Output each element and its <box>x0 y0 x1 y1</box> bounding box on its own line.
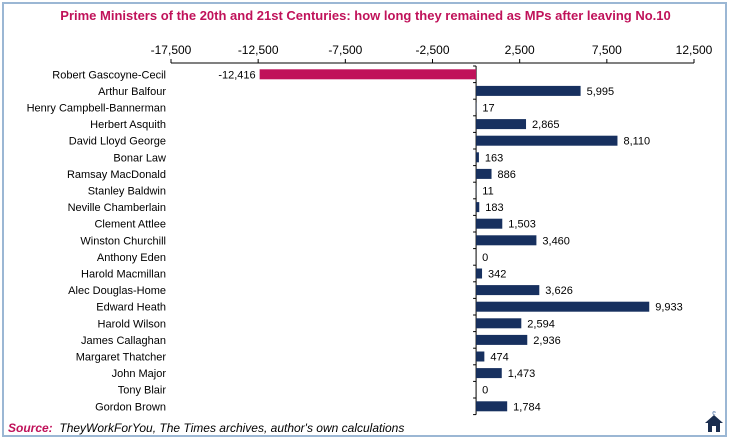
category-label: David Lloyd George <box>69 136 166 148</box>
category-labels: Robert Gascoyne-Cecil Arthur Balfour Henry… <box>27 69 167 413</box>
bar <box>259 69 477 80</box>
bar <box>476 235 537 246</box>
category-label: Tony Blair <box>118 385 167 397</box>
value-label: 5,995 <box>587 86 615 98</box>
logo-letter: e <box>712 410 716 417</box>
value-label: 0 <box>482 385 488 397</box>
bar <box>476 351 485 362</box>
category-label: Henry Campbell-Bannerman <box>27 103 166 115</box>
category-label: Gordon Brown <box>95 401 166 413</box>
category-label: Margaret Thatcher <box>76 352 167 364</box>
bar <box>476 168 492 179</box>
bar <box>476 152 479 163</box>
bar <box>476 119 527 130</box>
value-label: 1,784 <box>513 401 541 413</box>
bar <box>476 218 503 229</box>
category-label: Anthony Eden <box>97 252 166 264</box>
x-tick-label: -17,500 <box>151 43 192 57</box>
chart-title: Prime Ministers of the 20th and 21st Cen… <box>60 8 671 23</box>
value-labels: -12,416 5,995 17 2,865 8,110 163 886 11 183 1,503… <box>218 69 682 413</box>
value-label: 1,473 <box>508 368 536 380</box>
value-label: 2,936 <box>533 335 561 347</box>
bar <box>476 135 618 146</box>
category-label: Ramsay MacDonald <box>67 169 166 181</box>
bars <box>259 69 650 412</box>
value-label: 3,626 <box>545 285 573 297</box>
value-label: 474 <box>490 352 508 364</box>
value-label: 9,933 <box>655 302 683 314</box>
category-label: Alec Douglas-Home <box>68 285 166 297</box>
category-label: James Callaghan <box>81 335 166 347</box>
value-label: 2,865 <box>532 119 560 131</box>
value-label: -12,416 <box>218 69 255 81</box>
value-label: 183 <box>485 202 503 214</box>
value-label: 2,594 <box>527 318 555 330</box>
x-tick-label: -2,500 <box>415 43 449 57</box>
value-label: 886 <box>498 169 516 181</box>
category-label: Arthur Balfour <box>98 86 166 98</box>
category-label: Harold Wilson <box>98 318 166 330</box>
x-tick-label: 12,500 <box>676 43 713 57</box>
category-label: Herbert Asquith <box>90 119 166 131</box>
category-label: Bonar Law <box>113 152 166 164</box>
bar <box>476 285 540 296</box>
house-logo-icon: e <box>705 410 723 432</box>
category-label: Harold Macmillan <box>81 269 166 281</box>
bar <box>476 301 650 312</box>
bar <box>476 85 581 96</box>
value-label: 8,110 <box>623 136 650 148</box>
bar <box>476 401 508 412</box>
category-label: Winston Churchill <box>80 235 166 247</box>
x-tick-label: -12,500 <box>238 43 279 57</box>
category-label: John Major <box>112 368 167 380</box>
category-label: Robert Gascoyne-Cecil <box>52 69 166 81</box>
bar <box>476 202 480 213</box>
x-axis: -17,500 -12,500 -7,500 -2,500 2,500 7,500 12,5… <box>151 43 713 416</box>
value-label: 163 <box>485 152 503 164</box>
bar <box>476 334 528 345</box>
category-label: Stanley Baldwin <box>88 186 166 198</box>
value-label: 1,503 <box>508 219 536 231</box>
x-tick-label: -7,500 <box>328 43 362 57</box>
value-label: 17 <box>482 103 494 115</box>
bar <box>476 368 502 379</box>
bar <box>476 268 483 279</box>
bar <box>476 318 522 329</box>
source-line: Source: TheyWorkForYou, The Times archiv… <box>8 421 404 435</box>
x-tick-label: 2,500 <box>505 43 535 57</box>
x-tick-label: 7,500 <box>592 43 622 57</box>
category-label: Neville Chamberlain <box>68 202 166 214</box>
value-label: 0 <box>482 252 488 264</box>
category-label: Clement Attlee <box>94 219 166 231</box>
value-label: 342 <box>488 269 506 281</box>
source-text: TheyWorkForYou, The Times archives, auth… <box>59 421 405 435</box>
category-label: Edward Heath <box>96 302 166 314</box>
value-label: 3,460 <box>542 235 570 247</box>
value-label: 11 <box>482 186 493 198</box>
source-label: Source: <box>8 421 53 435</box>
